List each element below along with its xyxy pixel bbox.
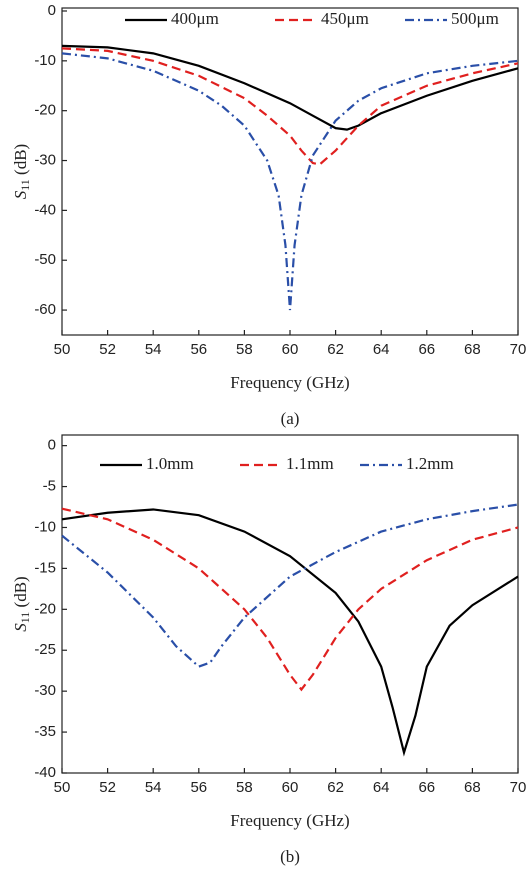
y-tick-label: -60 bbox=[34, 301, 56, 318]
x-tick-label: 70 bbox=[510, 341, 527, 358]
series-line bbox=[61, 508, 519, 757]
x-tick-label: 62 bbox=[327, 779, 344, 796]
legend-label: 1.2mm bbox=[406, 454, 454, 473]
legend-label: 1.0mm bbox=[146, 454, 194, 473]
x-tick-label: 56 bbox=[190, 341, 207, 358]
x-tick-label: 50 bbox=[54, 779, 71, 796]
y-tick-label: -40 bbox=[34, 764, 56, 781]
series-line bbox=[61, 44, 519, 131]
y-axis-label: S11 (dB) bbox=[11, 576, 32, 631]
panel-label: (b) bbox=[280, 847, 300, 866]
x-tick-label: 54 bbox=[145, 779, 162, 796]
x-tick-label: 52 bbox=[99, 341, 116, 358]
legend-label: 450μm bbox=[321, 9, 369, 28]
y-label-unit: (dB) bbox=[11, 144, 30, 179]
x-tick-label: 50 bbox=[54, 341, 71, 358]
series-line bbox=[61, 507, 519, 692]
y-label-subscript: 11 bbox=[18, 179, 32, 191]
y-tick-label: 0 bbox=[48, 2, 56, 19]
x-tick-label: 54 bbox=[145, 341, 162, 358]
x-axis-label: Frequency (GHz) bbox=[230, 811, 349, 830]
y-tick-label: -15 bbox=[34, 559, 56, 576]
x-tick-label: 60 bbox=[282, 779, 299, 796]
y-tick-label: -30 bbox=[34, 682, 56, 699]
x-tick-label: 58 bbox=[236, 779, 253, 796]
y-tick-label: -10 bbox=[34, 52, 56, 69]
y-tick-label: -5 bbox=[43, 478, 56, 495]
x-tick-label: 68 bbox=[464, 341, 481, 358]
x-tick-label: 68 bbox=[464, 779, 481, 796]
y-label-symbol: S bbox=[11, 623, 30, 632]
x-tick-label: 64 bbox=[373, 779, 390, 796]
y-axis-label: S11 (dB) bbox=[11, 144, 32, 199]
series-line bbox=[61, 503, 519, 668]
x-tick-label: 52 bbox=[99, 779, 116, 796]
x-tick-label: 70 bbox=[510, 779, 527, 796]
x-tick-label: 66 bbox=[418, 341, 435, 358]
x-tick-label: 60 bbox=[282, 341, 299, 358]
y-tick-label: -50 bbox=[34, 251, 56, 268]
y-tick-label: -40 bbox=[34, 201, 56, 218]
series-line bbox=[61, 52, 519, 311]
x-tick-label: 56 bbox=[190, 779, 207, 796]
plot-frame bbox=[61, 7, 519, 336]
y-tick-label: -20 bbox=[34, 600, 56, 617]
legend-label: 400μm bbox=[171, 9, 219, 28]
x-tick-label: 64 bbox=[373, 341, 390, 358]
legend-label: 500μm bbox=[451, 9, 499, 28]
y-tick-label: -25 bbox=[34, 641, 56, 658]
y-label-subscript: 11 bbox=[18, 612, 32, 624]
series-line bbox=[61, 47, 519, 166]
y-label-symbol: S bbox=[11, 190, 30, 199]
x-tick-label: 62 bbox=[327, 341, 344, 358]
y-tick-label: -20 bbox=[34, 102, 56, 119]
x-tick-label: 58 bbox=[236, 341, 253, 358]
y-tick-label: -35 bbox=[34, 723, 56, 740]
y-label-unit: (dB) bbox=[11, 576, 30, 611]
y-tick-label: 0 bbox=[48, 437, 56, 454]
plot-frame bbox=[61, 434, 519, 774]
x-tick-label: 66 bbox=[418, 779, 435, 796]
y-tick-label: -10 bbox=[34, 518, 56, 535]
legend-label: 1.1mm bbox=[286, 454, 334, 473]
x-axis-label: Frequency (GHz) bbox=[230, 373, 349, 392]
panel-label: (a) bbox=[281, 409, 300, 428]
y-tick-label: -30 bbox=[34, 152, 56, 169]
